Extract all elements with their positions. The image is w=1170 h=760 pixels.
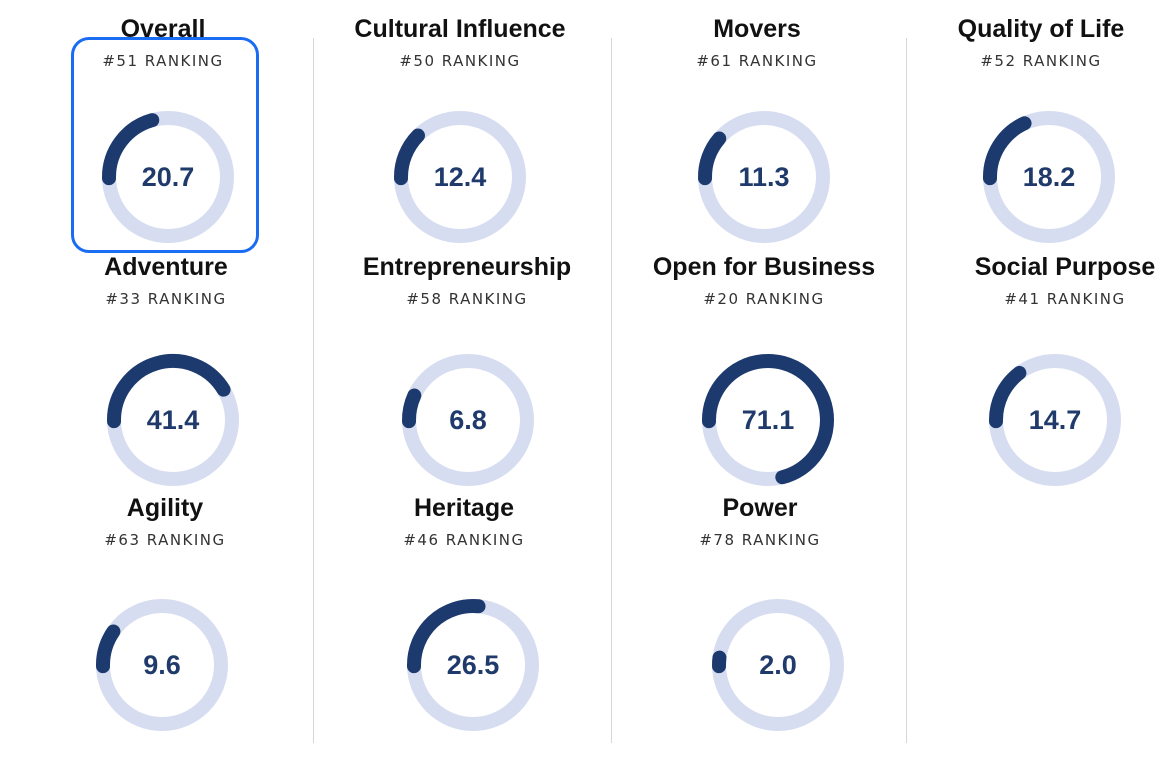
gauge-track [96, 599, 228, 731]
metric-card-quality-of-life[interactable]: Quality of Life #52 RANKING [911, 8, 1170, 228]
metric-title: Agility [126, 494, 204, 522]
metric-title: Heritage [413, 494, 515, 522]
metric-ranking: #41 RANKING [1004, 290, 1126, 308]
metric-title: Overall [120, 15, 206, 43]
score-gauge: 18.2 [979, 107, 1119, 247]
score-gauge: 9.6 [92, 595, 232, 735]
gauge-track [712, 599, 844, 731]
metric-ranking: #78 RANKING [699, 531, 821, 549]
score-ring [702, 354, 834, 486]
gauge-progress-arc [698, 131, 727, 186]
score-gauge: 14.7 [985, 350, 1125, 490]
score-gauge: 12.4 [390, 107, 530, 247]
score-gauge: 6.8 [398, 350, 538, 490]
metric-card-agility[interactable]: Agility #63 RANKING [35, 487, 295, 707]
gauge-track [402, 354, 534, 486]
score-gauge: 26.5 [403, 595, 543, 735]
column-divider [906, 38, 907, 743]
gauge-progress-arc [102, 113, 160, 186]
score-ring [407, 599, 539, 731]
score-ring [402, 354, 534, 486]
metric-ranking: #63 RANKING [104, 531, 226, 549]
metric-title: Quality of Life [957, 15, 1125, 43]
score-ring [394, 111, 526, 243]
gauge-progress-arc [702, 354, 834, 485]
metric-title: Entrepreneurship [362, 253, 572, 281]
score-ring [96, 599, 228, 731]
column-divider [611, 38, 612, 743]
metric-card-cultural-influence[interactable]: Cultural Influence #50 RANKING [330, 8, 590, 228]
gauge-progress-arc [402, 388, 422, 429]
metric-ranking: #61 RANKING [696, 52, 818, 70]
gauge-progress-arc [107, 354, 231, 429]
score-ring [102, 111, 234, 243]
metric-ranking: #52 RANKING [980, 52, 1102, 70]
metric-card-entrepreneurship[interactable]: Entrepreneurship #58 RANKING [337, 246, 597, 466]
metric-card-power[interactable]: Power #78 RANKING [630, 487, 890, 707]
score-ring [983, 111, 1115, 243]
metric-title: Power [722, 494, 798, 522]
score-gauge: 71.1 [698, 350, 838, 490]
metric-card-heritage[interactable]: Heritage #46 RANKING [334, 487, 594, 707]
metric-ranking: #51 RANKING [102, 52, 224, 70]
column-divider [313, 38, 314, 743]
metric-ranking: #20 RANKING [703, 290, 825, 308]
score-ring [698, 111, 830, 243]
gauge-progress-arc [407, 599, 486, 674]
gauge-progress-arc [983, 116, 1032, 186]
gauge-progress-arc [96, 624, 121, 674]
score-ring [107, 354, 239, 486]
score-gauge: 41.4 [103, 350, 243, 490]
score-gauge: 2.0 [708, 595, 848, 735]
metric-ranking: #33 RANKING [105, 290, 227, 308]
score-gauge: 11.3 [694, 107, 834, 247]
metric-ranking: #58 RANKING [406, 290, 528, 308]
metric-card-adventure[interactable]: Adventure #33 RANKING [36, 246, 296, 466]
metric-ranking: #50 RANKING [399, 52, 521, 70]
metric-title: Adventure [104, 253, 228, 281]
metric-title: Cultural Influence [354, 15, 566, 43]
metric-ranking: #46 RANKING [403, 531, 525, 549]
metric-card-movers[interactable]: Movers #61 RANKING [627, 8, 887, 228]
gauge-progress-arc [394, 128, 426, 186]
score-gauge: 20.7 [98, 107, 238, 247]
metric-title: Social Purpose [974, 253, 1156, 281]
metric-title: Open for Business [652, 253, 876, 281]
gauge-progress-arc [989, 365, 1027, 429]
metric-card-open-for-business[interactable]: Open for Business #20 RANKING [634, 246, 894, 466]
metric-card-social-purpose[interactable]: Social Purpose #41 RANKING [935, 246, 1170, 466]
metric-title: Movers [713, 15, 801, 43]
score-ring [989, 354, 1121, 486]
score-ring [712, 599, 844, 731]
